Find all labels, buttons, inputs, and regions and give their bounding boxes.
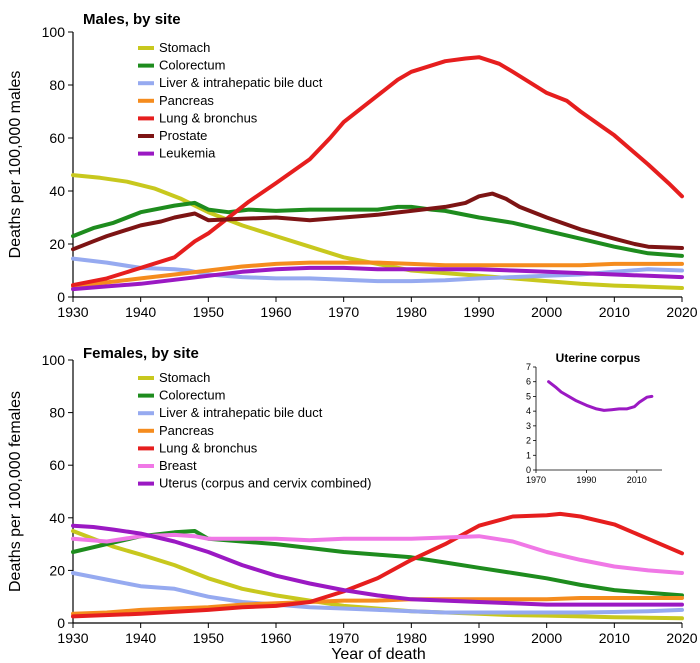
inset-y-tick-label: 3 [526,421,531,431]
y-tick-label: 20 [49,236,65,252]
inset-y-tick-label: 7 [526,362,531,372]
x-tick-label: 1970 [328,304,359,320]
inset-x-tick-label: 1990 [576,475,596,485]
x-tick-label: 1930 [57,630,88,646]
x-tick-label: 2000 [531,304,562,320]
legend-label: Liver & intrahepatic bile duct [159,405,323,420]
series-line-6 [71,532,684,575]
inset-y-tick-label: 6 [526,377,531,387]
y-tick-label: 80 [49,77,65,93]
x-tick-label: 1990 [463,630,494,646]
x-tick-label: 1930 [57,304,88,320]
x-tick-label: 1950 [193,630,224,646]
inset-x-tick-label: 2010 [627,475,647,485]
inset-y-tick-label: 4 [526,406,531,416]
x-tick-label: 1950 [193,304,224,320]
x-tick-label: 1940 [125,304,156,320]
legend-label: Uterus (corpus and cervix combined) [159,476,371,491]
x-axis-title: Year of death [331,646,426,663]
y-tick-label: 100 [42,24,66,40]
x-tick-label: 1940 [125,630,156,646]
x-tick-label: 2010 [599,630,630,646]
x-tick-label: 1990 [463,304,494,320]
inset-y-tick-label: 0 [526,465,531,475]
legend-label: Colorectum [159,58,225,73]
y-tick-label: 0 [57,289,65,305]
inset-y-tick-label: 2 [526,436,531,446]
y-axis-title: Deaths per 100,000 males [7,71,24,259]
legend: Stomach Colorectum Liver & intrahepatic bi… [138,370,371,491]
x-tick-label: 2000 [531,630,562,646]
legend-label: Prostate [159,128,207,143]
series-line-5 [71,55,684,288]
inset-title: Uterine corpus [556,351,641,365]
x-tick-label: 2020 [666,630,697,646]
y-tick-label: 60 [49,457,65,473]
legend-label: Pancreas [159,93,214,108]
series-line-7 [71,523,684,607]
series-line-7 [71,265,684,292]
inset-x-tick-label: 1970 [526,475,546,485]
series-line-6 [71,191,684,252]
legend-label: Stomach [159,370,210,385]
x-tick-label: 1960 [260,630,291,646]
legend-label: Lung & bronchus [159,440,258,455]
y-tick-label: 80 [49,405,65,421]
y-tick-label: 0 [57,615,65,631]
x-tick-label: 1960 [260,304,291,320]
series-line-3 [71,571,684,615]
series-line-2 [71,200,684,258]
y-tick-label: 20 [49,562,65,578]
y-axis-title: Deaths per 100,000 females [7,391,24,592]
x-tick-label: 1980 [396,304,427,320]
series-line-4 [71,596,684,616]
x-tick-label: 2010 [599,304,630,320]
panel-title: Males, by site [83,11,181,28]
legend-label: Breast [159,458,197,473]
x-tick-label: 1980 [396,630,427,646]
legend: Stomach Colorectum Liver & intrahepatic bi… [138,40,323,161]
legend-label: Colorectum [159,388,225,403]
chart-panel-1: 0 20 40 60 80 100 1930 1940 1950 1960 1970 1980 1990… [7,11,698,320]
y-tick-label: 60 [49,130,65,146]
inset-y-tick-label: 5 [526,391,531,401]
inset-series-line [547,380,654,412]
legend-label: Liver & intrahepatic bile duct [159,75,323,90]
legend-label: Lung & bronchus [159,110,258,125]
series-line-5 [71,511,684,619]
y-tick-label: 40 [49,510,65,526]
legend-label: Stomach [159,40,210,55]
series-line-4 [71,260,684,289]
y-tick-label: 100 [42,352,66,368]
series-line-2 [71,529,684,598]
x-tick-label: 2020 [666,304,697,320]
inset-chart: 0 1 2 3 4 5 6 7 1970 1990 2010 Uterine corpus [526,351,662,485]
y-tick-label: 40 [49,183,65,199]
x-tick-label: 1970 [328,630,359,646]
legend-label: Pancreas [159,423,214,438]
legend-label: Leukemia [159,146,216,161]
inset-y-tick-label: 1 [526,450,531,460]
panel-title: Females, by site [83,345,199,362]
